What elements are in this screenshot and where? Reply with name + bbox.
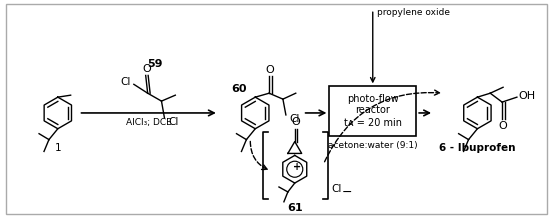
Text: OH: OH xyxy=(518,91,535,101)
Text: O: O xyxy=(291,117,300,127)
Text: Cl: Cl xyxy=(168,117,179,127)
Text: O: O xyxy=(142,63,151,73)
Text: 61: 61 xyxy=(287,203,302,213)
Text: Cl: Cl xyxy=(290,114,300,124)
Text: Cl: Cl xyxy=(121,77,131,87)
Text: propylene oxide: propylene oxide xyxy=(377,8,450,17)
Text: acetone:water (9:1): acetone:water (9:1) xyxy=(328,141,418,150)
Text: +: + xyxy=(293,162,301,172)
Text: O: O xyxy=(265,65,274,75)
Text: 6 - Ibuprofen: 6 - Ibuprofen xyxy=(439,143,515,153)
Text: Cl: Cl xyxy=(331,184,342,194)
Text: 60: 60 xyxy=(232,84,247,94)
Text: tᴀ = 20 min: tᴀ = 20 min xyxy=(344,118,402,128)
Text: reactor: reactor xyxy=(356,105,390,115)
Text: 1: 1 xyxy=(55,143,61,153)
Text: photo-flow: photo-flow xyxy=(347,94,399,104)
Text: O: O xyxy=(499,121,508,131)
Text: AlCl₃; DCE: AlCl₃; DCE xyxy=(126,118,171,127)
Text: −: − xyxy=(342,186,353,199)
Bar xyxy=(330,86,416,136)
Text: 59: 59 xyxy=(147,59,163,69)
